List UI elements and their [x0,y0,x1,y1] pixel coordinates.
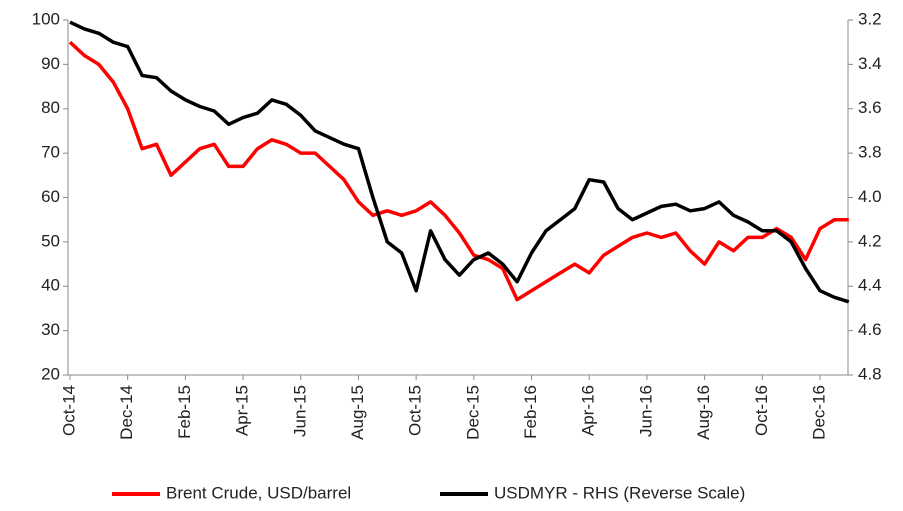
y-tick-label: 80 [41,98,60,117]
x-tick-label: Dec-14 [117,385,136,440]
y-tick-label: 100 [32,9,60,28]
y-tick-label: 70 [41,143,60,162]
x-tick-label: Apr-15 [233,385,252,436]
y-tick-label: 50 [41,231,60,250]
line-series [68,40,849,302]
legend-label: USDMYR - RHS (Reverse Scale) [494,483,745,502]
y2-tick-label: 3.6 [858,98,882,117]
y-tick-label: 30 [41,320,60,339]
y-tick-label: 90 [41,54,60,73]
x-tick-label: Jun-16 [636,385,655,437]
x-tick-label: Feb-16 [521,385,540,439]
y-tick-label: 20 [41,364,60,383]
x-tick-label: Jun-15 [290,385,309,437]
x-tick-label: Oct-16 [752,385,771,436]
line-series [69,20,850,304]
y2-tick-label: 4.2 [858,231,882,250]
legend-label: Brent Crude, USD/barrel [166,483,351,502]
y2-tick-label: 3.2 [858,9,882,28]
y2-tick-label: 4.6 [858,320,882,339]
y2-tick-label: 4.0 [858,187,882,206]
x-tick-label: Dec-16 [809,385,828,440]
y-tick-label: 60 [41,187,60,206]
x-tick-label: Aug-16 [694,385,713,440]
x-tick-label: Oct-14 [59,385,78,436]
x-tick-label: Feb-15 [175,385,194,439]
y2-tick-label: 4.8 [858,364,882,383]
x-tick-label: Oct-15 [406,385,425,436]
y-tick-label: 40 [41,276,60,295]
y2-tick-label: 4.4 [858,276,882,295]
y2-tick-label: 3.8 [858,143,882,162]
x-tick-label: Aug-15 [348,385,367,440]
x-tick-label: Apr-16 [579,385,598,436]
x-tick-label: Dec-15 [463,385,482,440]
y2-tick-label: 3.4 [858,54,882,73]
